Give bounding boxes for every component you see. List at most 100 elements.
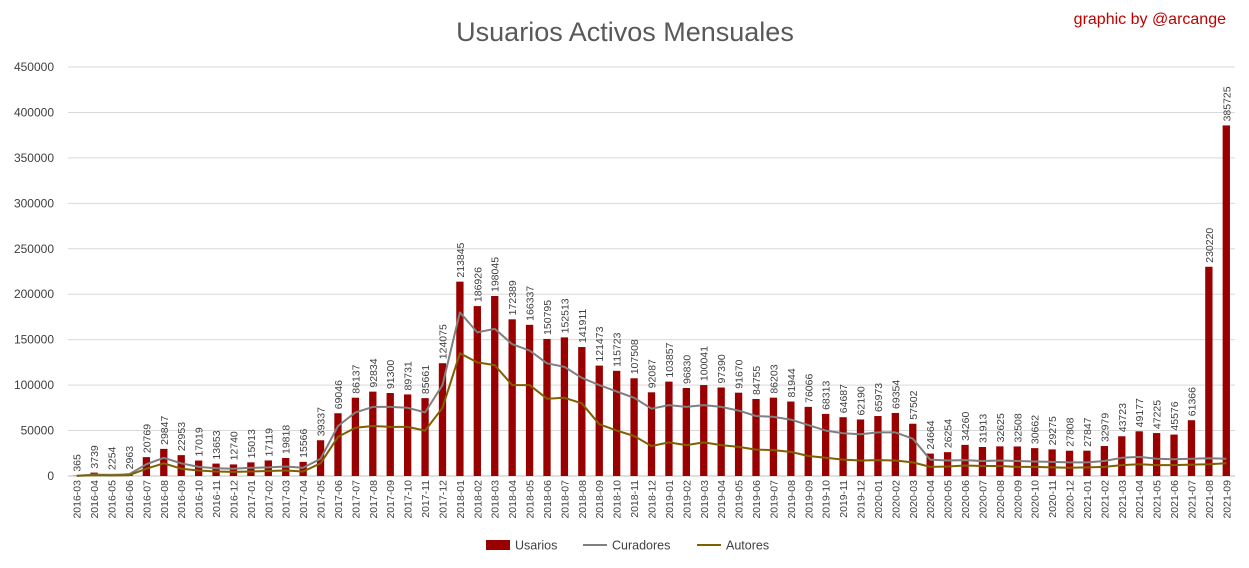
x-tick-label: 2020-03 [908, 480, 920, 519]
data-label: 57502 [908, 390, 920, 419]
data-label: 150795 [542, 300, 554, 335]
data-label: 100041 [699, 346, 711, 381]
data-labels: 365 3739 2254 2963 20769 29847 22953 17019 13653… [72, 86, 1234, 471]
bar [194, 460, 203, 476]
data-label: 69046 [333, 380, 345, 409]
x-tick-label: 2018-12 [647, 480, 659, 519]
x-tick-label: 2021-06 [1169, 480, 1181, 519]
bar [560, 337, 569, 476]
bar [595, 365, 603, 476]
x-tick-label: 2016-10 [194, 480, 206, 519]
y-tick-label: 350000 [14, 151, 54, 165]
x-tick-label: 2020-11 [1047, 480, 1059, 518]
y-tick-label: 50000 [21, 424, 55, 438]
bar [665, 381, 673, 476]
x-tick-label: 2019-06 [751, 480, 763, 519]
x-tick-label: 2019-04 [716, 480, 728, 519]
y-tick-label: 300000 [14, 196, 54, 210]
bar [874, 416, 882, 476]
bar [473, 306, 481, 476]
data-label: 152513 [559, 298, 571, 333]
data-label: 43723 [1117, 403, 1129, 432]
y-tick-label: 200000 [14, 287, 54, 301]
data-label: 27808 [1065, 417, 1077, 446]
data-label: 89731 [403, 361, 415, 390]
bar [891, 412, 900, 476]
x-tick-label: 2020-09 [1012, 480, 1024, 519]
bar [682, 387, 690, 476]
x-tick-label: 2018-06 [542, 480, 554, 519]
data-label: 32508 [1012, 413, 1024, 442]
bar [734, 392, 743, 476]
x-tick-label: 2021-03 [1117, 480, 1129, 519]
bar [804, 406, 812, 476]
x-tick-label: 2019-11 [838, 480, 850, 518]
data-label: 107508 [629, 339, 641, 374]
x-tick-label: 2016-05 [107, 480, 119, 519]
bar [926, 453, 934, 476]
data-label: 213845 [455, 242, 467, 277]
data-label: 365 [72, 454, 84, 472]
x-tick-label: 2020-05 [943, 480, 955, 519]
data-label: 31913 [977, 414, 989, 443]
data-label: 62190 [856, 386, 868, 415]
data-label: 76066 [803, 374, 815, 403]
data-label: 49177 [1134, 398, 1146, 427]
y-tick-label: 400000 [14, 105, 54, 119]
x-tick-label: 2019-05 [734, 480, 746, 519]
x-tick-label: 2017-03 [281, 480, 293, 519]
x-tick-label: 2021-08 [1204, 480, 1216, 519]
x-tick-label: 2018-03 [490, 480, 502, 519]
data-label: 27847 [1082, 417, 1094, 446]
data-label: 92834 [368, 358, 380, 387]
bar [787, 401, 795, 476]
x-tick-label: 2017-06 [333, 480, 345, 519]
bar [142, 457, 151, 476]
data-label: 115723 [612, 332, 624, 366]
legend-swatch-usarios [486, 540, 510, 550]
bar [1205, 266, 1213, 476]
bar [769, 397, 778, 476]
data-label: 15566 [298, 428, 310, 457]
x-tick-label: 2016-06 [124, 480, 136, 519]
data-label: 69354 [890, 380, 902, 409]
data-label: 29275 [1047, 416, 1059, 445]
x-tick-label: 2021-02 [1099, 480, 1111, 519]
x-tick-label: 2019-02 [681, 480, 693, 519]
line-series [76, 311, 1227, 477]
x-tick-label: 2019-09 [803, 480, 815, 519]
data-label: 103857 [664, 342, 676, 377]
x-tick-label: 2017-12 [437, 480, 449, 519]
x-tick-label: 2018-09 [594, 480, 606, 519]
x-tick-label: 2018-07 [559, 480, 571, 519]
x-tick-label: 2020-12 [1065, 480, 1077, 519]
data-label: 84755 [751, 366, 763, 395]
x-tick-label: 2017-07 [350, 480, 362, 519]
x-tick-label: 2017-11 [420, 480, 432, 518]
x-tick-label: 2017-04 [298, 480, 310, 519]
bar [613, 370, 621, 476]
x-tick-label: 2018-04 [507, 480, 519, 519]
data-label: 68313 [821, 381, 833, 410]
x-tick-label: 2018-11 [629, 480, 641, 518]
data-label: 64687 [838, 384, 850, 413]
data-label: 26254 [943, 419, 955, 448]
data-label: 121473 [594, 326, 606, 361]
x-tick-label: 2018-08 [577, 480, 589, 519]
bar [247, 462, 255, 476]
x-tick-label: 2018-02 [472, 480, 484, 519]
x-tick-label: 2020-04 [925, 480, 937, 519]
bar [456, 281, 464, 476]
data-label: 15013 [246, 429, 258, 458]
x-tick-label: 2021-05 [1152, 480, 1164, 519]
x-tick-label: 2016-08 [159, 480, 171, 519]
data-label: 3739 [89, 445, 101, 469]
bar [334, 413, 342, 476]
data-label: 166337 [525, 286, 537, 321]
x-tick-label: 2019-07 [768, 480, 780, 519]
bar [700, 385, 708, 476]
data-label: 85661 [420, 365, 432, 394]
x-tick-label: 2017-05 [316, 480, 328, 519]
data-label: 47225 [1152, 400, 1164, 429]
